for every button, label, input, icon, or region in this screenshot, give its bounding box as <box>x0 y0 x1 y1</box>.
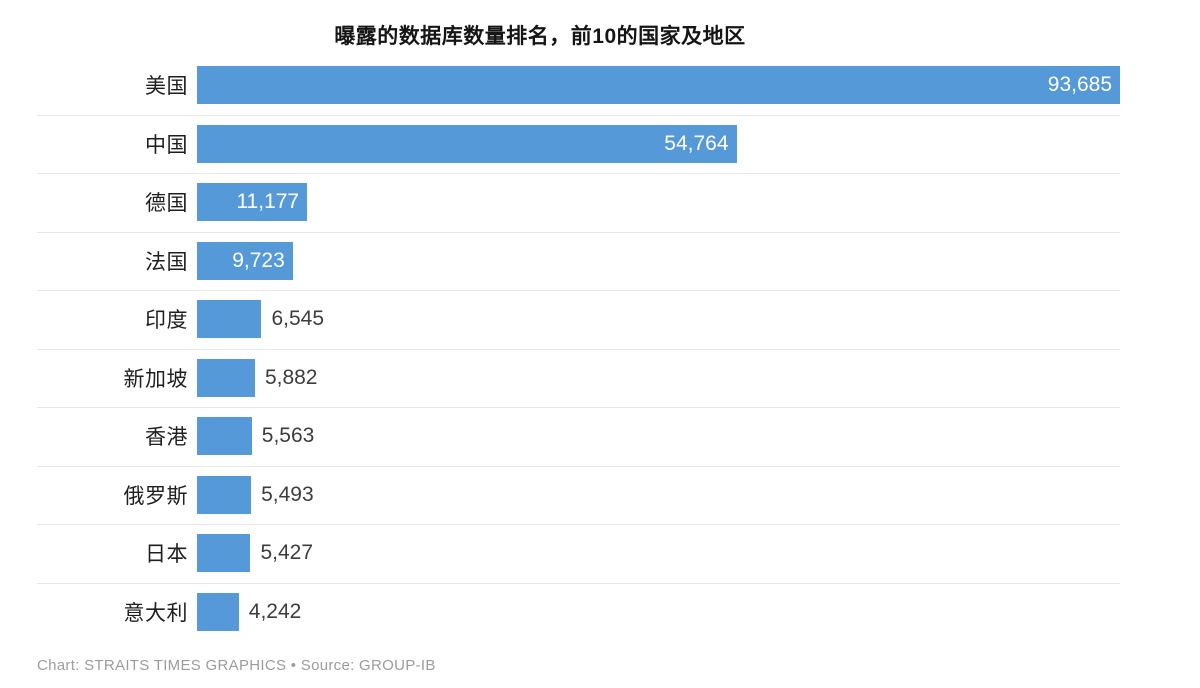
bar: 11,177 <box>197 183 308 222</box>
bar-rows: 美国 93,685 中国 54,764 德国 11,177 法国 <box>0 56 1200 641</box>
bar-track: 5,563 <box>197 407 1120 466</box>
bar-track: 5,427 <box>197 524 1120 583</box>
bar: 54,764 <box>197 124 737 163</box>
bar-row: 法国 9,723 <box>0 231 1200 291</box>
bar-track: 54,764 <box>197 115 1120 174</box>
bar-row: 香港 5,563 <box>0 407 1200 466</box>
bar-track: 4,242 <box>197 583 1120 642</box>
chart-title-wrap: 曝露的数据库数量排名，前10的国家及地区 <box>0 20 1080 50</box>
bar-track: 5,882 <box>197 349 1120 408</box>
category-label: 俄罗斯 <box>123 484 188 508</box>
category-label: 新加坡 <box>123 367 188 391</box>
value-label-outside: 4,242 <box>248 599 302 623</box>
category-label: 法国 <box>145 250 188 274</box>
bar-row: 俄罗斯 5,493 <box>0 465 1200 525</box>
bar-row: 德国 11,177 <box>0 173 1200 232</box>
bar-track: 5,493 <box>197 466 1120 525</box>
bar-track: 9,723 <box>197 232 1120 291</box>
category-label: 日本 <box>145 543 188 567</box>
value-label-outside: 5,493 <box>261 482 314 506</box>
bar: 9,723 <box>197 241 293 280</box>
value-label-outside: 5,563 <box>261 424 315 448</box>
bar-row: 日本 5,427 <box>0 524 1200 583</box>
bar-row: 美国 93,685 <box>0 56 1200 115</box>
bar: 93,685 <box>197 66 1120 105</box>
value-label-outside: 5,427 <box>260 541 314 565</box>
bar <box>197 475 252 514</box>
bar-row: 新加坡 5,882 <box>0 348 1200 408</box>
category-label: 印度 <box>145 309 188 333</box>
bar <box>197 592 239 631</box>
bar <box>197 300 262 339</box>
chart-title: 曝露的数据库数量排名，前10的国家及地区 <box>334 25 746 48</box>
category-label: 香港 <box>145 426 188 450</box>
chart-credit: Chart: STRAITS TIMES GRAPHICS • Source: … <box>37 657 436 674</box>
bar <box>197 358 255 397</box>
bar <box>197 417 252 456</box>
category-label: 中国 <box>145 133 188 157</box>
bar-row: 中国 54,764 <box>0 114 1200 174</box>
category-label: 德国 <box>145 192 188 216</box>
value-label-inside: 11,177 <box>236 190 300 214</box>
bar-track: 6,545 <box>197 290 1120 349</box>
bar-row: 意大利 4,242 <box>0 582 1200 642</box>
bar <box>197 534 251 573</box>
value-label-outside: 6,545 <box>271 307 325 331</box>
value-label-inside: 9,723 <box>232 248 285 272</box>
bar-row: 印度 6,545 <box>0 290 1200 349</box>
value-label-inside: 93,685 <box>1047 73 1112 97</box>
value-label-inside: 54,764 <box>664 131 729 155</box>
category-label: 美国 <box>145 75 188 99</box>
bar-track: 11,177 <box>197 173 1120 232</box>
category-label: 意大利 <box>123 601 188 625</box>
value-label-outside: 5,882 <box>264 365 318 389</box>
bar-track: 93,685 <box>197 56 1120 115</box>
